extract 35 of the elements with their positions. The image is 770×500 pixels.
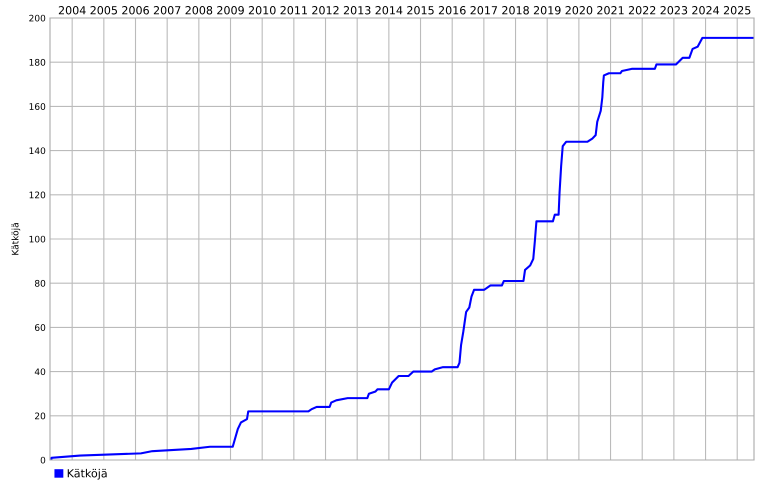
x-tick-label: 2021 bbox=[597, 6, 624, 14]
y-axis-title: Kätköjä bbox=[12, 223, 20, 255]
y-tick-label: 140 bbox=[30, 147, 46, 154]
y-tick-label: 180 bbox=[30, 58, 46, 66]
y-tick-label: 200 bbox=[29, 14, 46, 22]
x-tick-label: 2004 bbox=[58, 6, 86, 14]
x-tick-label: 2020 bbox=[566, 6, 592, 14]
x-tick-label: 2022 bbox=[628, 6, 656, 14]
x-tick-label: 2023 bbox=[660, 6, 688, 14]
x-tick-label: 2008 bbox=[186, 6, 212, 14]
x-tick-label: 2024 bbox=[692, 6, 720, 14]
x-tick-label: 2012 bbox=[312, 6, 339, 14]
x-tick-label: 2018 bbox=[502, 6, 529, 14]
x-tick-label: 2015 bbox=[407, 6, 434, 14]
y-tick-label: 100 bbox=[30, 236, 46, 243]
x-tick-label: 2010 bbox=[248, 6, 276, 14]
y-tick-label: 160 bbox=[30, 103, 46, 110]
x-tick-label: 2014 bbox=[376, 6, 402, 14]
x-tick-label: 2005 bbox=[90, 6, 118, 14]
x-tick-label: 2009 bbox=[217, 6, 244, 14]
y-tick-label: 120 bbox=[30, 192, 46, 198]
legend-label: Kätköjä bbox=[68, 468, 107, 480]
y-tick-label: 60 bbox=[34, 324, 46, 331]
y-tick-label: 20 bbox=[35, 412, 46, 420]
x-tick-label: 2011 bbox=[280, 6, 307, 14]
x-tick-label: 2016 bbox=[438, 6, 466, 14]
x-tick-label: 2007 bbox=[154, 6, 180, 14]
x-tick-label: 2013 bbox=[344, 6, 370, 14]
y-tick-label: 80 bbox=[34, 280, 46, 287]
y-tick-label: 0 bbox=[40, 456, 46, 464]
x-tick-label: 2019 bbox=[534, 6, 561, 14]
x-tick-label: 2025 bbox=[724, 6, 750, 14]
x-tick-label: 2006 bbox=[122, 6, 149, 14]
x-tick-label: 2017 bbox=[470, 6, 498, 14]
y-tick-label: 40 bbox=[34, 368, 46, 376]
